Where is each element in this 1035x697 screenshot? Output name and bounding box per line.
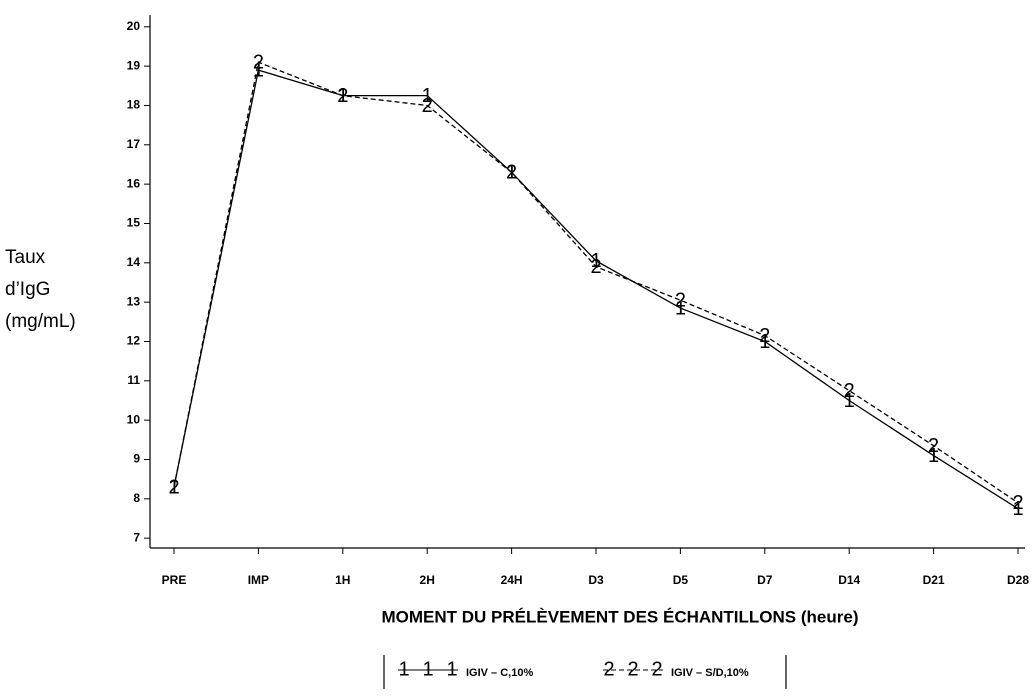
point-marker: 1	[759, 331, 770, 353]
x-tick-label: 1H	[335, 573, 350, 587]
point-marker: 2	[506, 162, 517, 184]
y-label-line: Taux	[5, 247, 46, 268]
point-marker: 1	[675, 297, 686, 319]
point-marker: 2	[759, 325, 770, 347]
y-tick-label: 7	[133, 530, 140, 544]
point-marker: 1	[928, 445, 939, 467]
y-tick-label: 11	[127, 373, 140, 387]
point-marker: 1	[590, 250, 601, 272]
x-tick-label: D28	[1007, 573, 1029, 587]
y-tick-label: 18	[127, 98, 141, 112]
legend-marker: 2	[651, 658, 662, 680]
series-line	[173, 61, 1019, 504]
point-marker: 2	[422, 95, 433, 117]
y-tick-label: 10	[127, 412, 141, 426]
y-tick-label: 9	[133, 452, 140, 466]
y-tick-label: 17	[127, 137, 141, 151]
point-marker: 2	[337, 85, 348, 107]
point-marker: 1	[422, 85, 433, 107]
series-line	[173, 69, 1019, 510]
y-label-line: (mg/mL)	[5, 311, 76, 332]
y-tick-label: 15	[127, 216, 141, 230]
x-tick-label: PRE	[162, 573, 187, 587]
legend-marker: 2	[603, 658, 614, 680]
x-tick-label: D7	[757, 573, 773, 587]
legend-marker: 1	[446, 658, 457, 680]
y-tick-label: 20	[127, 19, 141, 33]
point-marker: 2	[928, 435, 939, 457]
point-marker: 2	[1012, 492, 1023, 514]
x-tick-label: D14	[838, 573, 860, 587]
point-marker: 2	[168, 476, 179, 498]
point-marker: 2	[590, 256, 601, 278]
point-marker: 2	[844, 380, 855, 402]
legend-label: IGIV – C,10%	[466, 667, 533, 679]
point-marker: 2	[253, 51, 264, 73]
legend-marker: 1	[398, 658, 409, 680]
y-tick-label: 12	[127, 334, 141, 348]
x-tick-label: D3	[588, 573, 604, 587]
y-tick-label: 13	[127, 294, 141, 308]
legend-marker: 2	[627, 658, 638, 680]
x-tick-label: 24H	[501, 573, 523, 587]
point-marker: 1	[1012, 498, 1023, 520]
x-axis-label: MOMENT DU PRÉLÈVEMENT DES ÉCHANTILLONS (…	[382, 607, 859, 626]
y-tick-label: 8	[133, 491, 140, 505]
x-tick-label: D21	[923, 573, 945, 587]
point-marker: 1	[253, 59, 264, 81]
point-marker: 1	[168, 476, 179, 498]
point-marker: 2	[675, 289, 686, 311]
point-marker: 1	[844, 390, 855, 412]
x-tick-label: 2H	[420, 573, 435, 587]
y-label-line: d’IgG	[5, 279, 50, 300]
legend-label: IGIV – S/D,10%	[671, 667, 749, 679]
y-tick-label: 16	[127, 176, 141, 190]
legend-marker: 1	[422, 658, 433, 680]
y-tick-label: 19	[127, 58, 141, 72]
x-tick-label: D5	[673, 573, 689, 587]
x-tick-label: IMP	[248, 573, 269, 587]
y-tick-label: 14	[127, 255, 141, 269]
